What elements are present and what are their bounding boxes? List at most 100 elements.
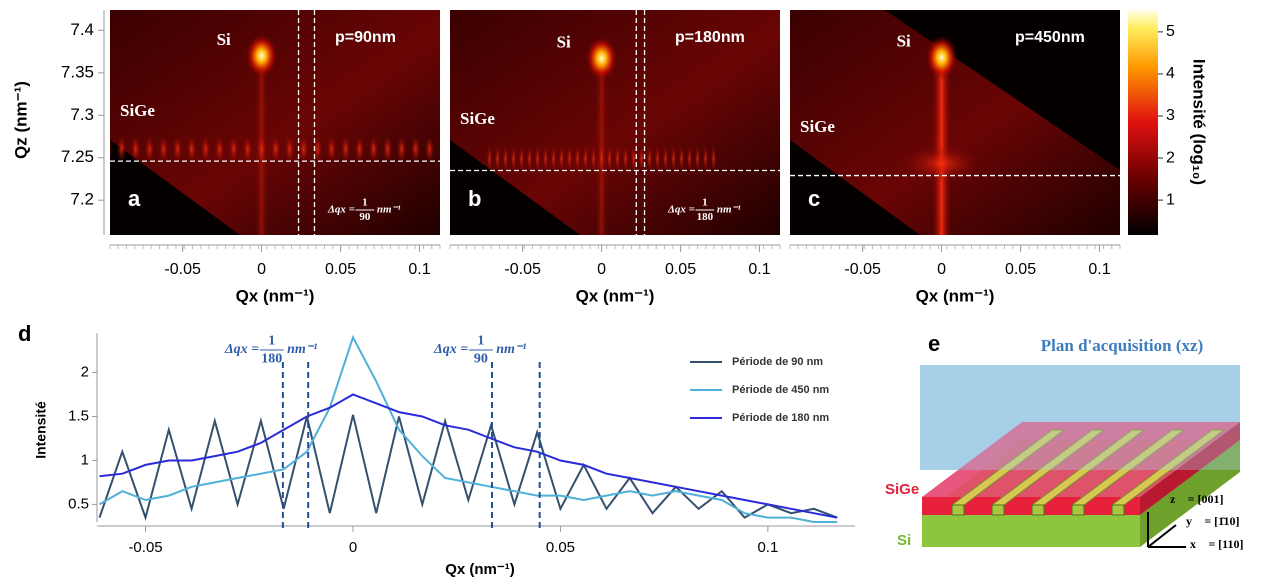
fringe (654, 144, 661, 173)
si-side (1140, 440, 1240, 547)
fringe (574, 144, 581, 173)
fringe (534, 144, 541, 173)
delta-numerator: 1 (268, 334, 275, 349)
series-line (98, 414, 838, 521)
fringe (638, 144, 645, 173)
fringe (566, 144, 573, 173)
x-tick-label: 0 (937, 261, 946, 278)
x-axis-label: Qx (nm⁻¹) (576, 286, 655, 305)
axis-label: x⃗ = [110] (1190, 537, 1244, 551)
delta-numerator: 1 (362, 197, 368, 209)
fringe (550, 144, 557, 173)
x-tick-label: 0.05 (325, 261, 356, 278)
fringe (186, 135, 197, 164)
fin-end (1071, 504, 1085, 516)
panel-letter: b (468, 186, 481, 211)
x-axis-label: Qx (nm⁻¹) (236, 286, 315, 305)
si-label: Si (217, 30, 231, 49)
fringe (172, 135, 183, 164)
delta-prefix: Δqx = (433, 342, 468, 357)
fringe (298, 135, 309, 164)
fringe (646, 144, 653, 173)
x-tick-label: 0.1 (748, 261, 770, 278)
fringe (614, 144, 621, 173)
fringe (686, 144, 693, 173)
axis-label: y⃗ = [1̄10] (1186, 514, 1240, 528)
fringe (678, 144, 685, 173)
x-axis-label: Qx (nm⁻¹) (445, 561, 515, 578)
fringe (526, 144, 533, 173)
fin-end (1111, 504, 1125, 516)
delta-denominator: 180 (697, 211, 714, 223)
blob (901, 145, 982, 182)
streak (255, 55, 268, 235)
delta-unit: nm⁻¹ (496, 342, 526, 357)
streak (595, 58, 608, 235)
si-label: Si (897, 31, 911, 50)
y-tick-label: 7.35 (61, 62, 94, 81)
delta-prefix: Δqx = (327, 204, 355, 216)
delta-numerator: 1 (477, 334, 484, 349)
delta-numerator: 1 (702, 197, 708, 209)
x-tick-label: -0.05 (128, 539, 162, 556)
x-axis-label: Qx (nm⁻¹) (916, 286, 995, 305)
y-tick-label: 2 (81, 364, 89, 381)
fin-end (951, 504, 965, 516)
fringe (340, 135, 351, 164)
y-tick-label: 7.3 (70, 105, 94, 124)
axis-arrow (1147, 524, 1177, 548)
fringe (284, 135, 295, 164)
panel-letter: e (928, 331, 940, 356)
fringe (410, 135, 421, 164)
x-tick-label: 0.1 (1088, 261, 1110, 278)
delta-unit: nm⁻¹ (287, 342, 317, 357)
fringe (354, 135, 365, 164)
panel-letter: c (808, 186, 820, 211)
y-axis-label: Qz (nm⁻¹) (11, 81, 30, 159)
fringe (396, 135, 407, 164)
axis-label: z⃗ = [001] (1170, 492, 1224, 506)
colorbar-tick-label: 4 (1166, 65, 1175, 82)
fringe (542, 144, 549, 173)
y-axis-label: Intensité (33, 401, 49, 459)
si-peak (925, 35, 958, 80)
x-tick-label: -0.05 (844, 261, 881, 278)
x-tick-label: 0.1 (757, 539, 778, 556)
period-label: p=450nm (1015, 29, 1085, 46)
fringe (200, 135, 211, 164)
fringe (382, 135, 393, 164)
delta-denominator: 180 (261, 352, 282, 367)
colorbar-tick-label: 2 (1166, 149, 1175, 166)
x-tick-label: -0.05 (164, 261, 201, 278)
acquisition-plane-overlay (920, 365, 1240, 470)
heatmap (450, 10, 780, 235)
sige-side (1140, 422, 1240, 515)
y-tick-label: 7.4 (70, 20, 94, 39)
fringe (438, 139, 440, 159)
x-tick-label: 0.1 (408, 261, 430, 278)
si-label: Si (897, 532, 911, 549)
delta-denominator: 90 (474, 352, 488, 367)
x-tick-label: 0.05 (665, 261, 696, 278)
dark-region (790, 140, 920, 235)
series-line (99, 393, 838, 519)
delta-denominator: 90 (359, 211, 371, 223)
x-tick-label: 0 (257, 261, 266, 278)
fringe (502, 144, 509, 173)
series-line (98, 334, 838, 523)
diagram-title: Plan d'acquisition (xz) (1041, 336, 1203, 355)
x-tick-label: -0.05 (504, 261, 541, 278)
fringe (558, 144, 565, 173)
fringe (702, 144, 709, 173)
diagram (920, 365, 1240, 548)
fringe (110, 136, 113, 162)
heatmap (790, 10, 1120, 235)
y-tick-label: 1.5 (68, 407, 89, 424)
sige-label: SiGe (885, 481, 919, 498)
fringe (582, 144, 589, 173)
dark-region (110, 140, 240, 235)
fringe (312, 135, 323, 164)
legend-label: Période de 450 nm (732, 384, 829, 396)
fringe (486, 144, 493, 173)
fringe (670, 144, 677, 173)
